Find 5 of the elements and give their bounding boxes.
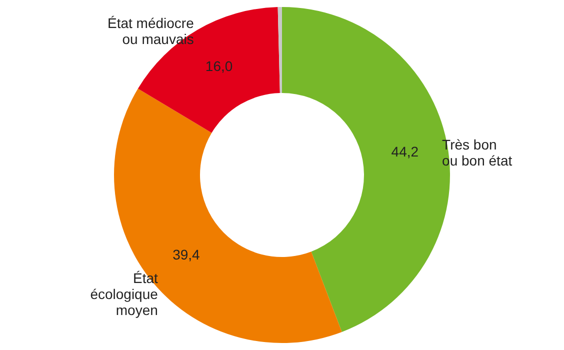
- donut-slice: [138, 7, 280, 133]
- donut-slice: [278, 7, 282, 94]
- data-label: 39,4: [172, 246, 200, 262]
- data-label: 44,2: [391, 143, 419, 160]
- data-label: 16,0: [205, 58, 233, 74]
